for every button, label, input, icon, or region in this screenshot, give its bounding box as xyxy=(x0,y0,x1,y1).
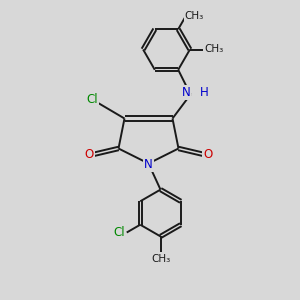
Text: CH₃: CH₃ xyxy=(151,254,170,265)
Text: H: H xyxy=(200,85,209,99)
Text: Cl: Cl xyxy=(86,93,98,106)
Text: O: O xyxy=(85,148,94,161)
Text: CH₃: CH₃ xyxy=(185,11,204,21)
Text: N: N xyxy=(144,158,153,171)
Text: Cl: Cl xyxy=(113,226,125,239)
Text: CH₃: CH₃ xyxy=(204,44,224,55)
Text: N: N xyxy=(182,85,190,99)
Text: O: O xyxy=(203,148,212,161)
